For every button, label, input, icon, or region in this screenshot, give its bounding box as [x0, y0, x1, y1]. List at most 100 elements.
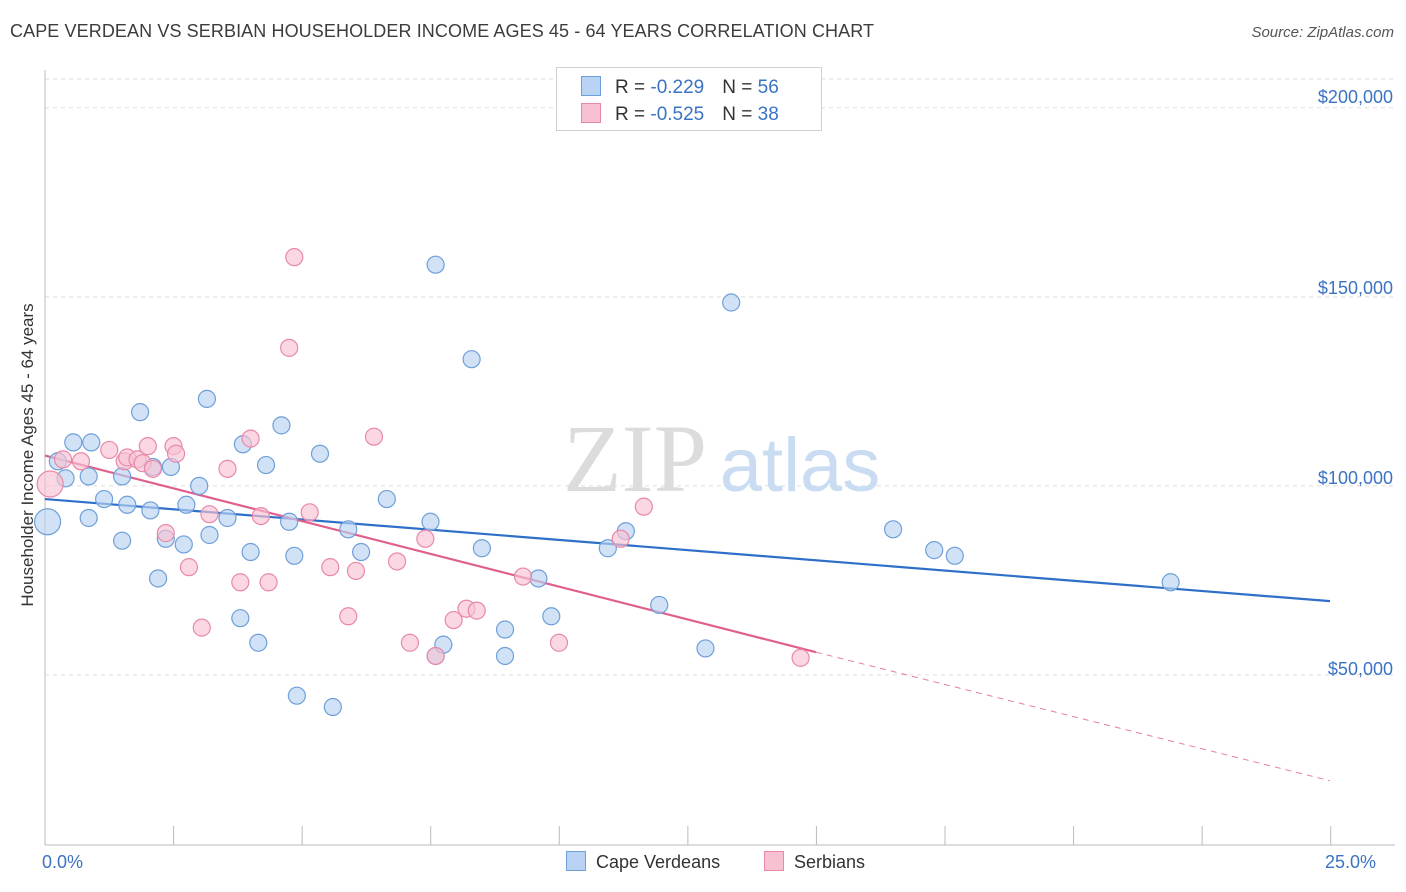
cape-verdeans-point	[352, 542, 371, 562]
serbians-point	[143, 459, 163, 478]
cape-verdeans-point	[218, 508, 237, 528]
cape-verdeans-point	[141, 501, 160, 520]
r-value: -0.525	[650, 104, 705, 125]
chart-title: CAPE VERDEAN VS SERBIAN HOUSEHOLDER INCO…	[10, 21, 875, 41]
cape-verdeans-point	[197, 389, 217, 409]
serbians-point	[400, 633, 420, 652]
cape-verdeans-point	[310, 444, 330, 463]
stats-legend: R = -0.229 N = 56 R = -0.525 N = 38	[556, 67, 822, 131]
n-label: N =	[722, 77, 758, 98]
n-label: N =	[722, 104, 758, 125]
cape-verdeans-point	[64, 433, 83, 452]
serbians-point	[611, 529, 630, 548]
serbians-point	[346, 561, 366, 581]
cape-verdeans-point	[280, 512, 299, 531]
serbians-swatch	[764, 851, 784, 871]
serbians-point	[339, 607, 358, 626]
cape-verdeans-point	[462, 350, 481, 369]
legend-row-serbians: R = -0.525 N = 38	[581, 103, 779, 127]
cape-verdeans-point	[112, 467, 132, 486]
serbians-point	[166, 444, 186, 463]
cape-verdeans-point	[241, 542, 260, 562]
cape-verdeans-point	[130, 403, 150, 422]
x-tick-label-max: 25.0%	[1325, 852, 1377, 872]
n-value: 38	[757, 104, 779, 125]
cape-verdeans-point	[177, 495, 196, 514]
cape-verdeans-point	[529, 569, 548, 588]
n-value: 56	[757, 77, 779, 98]
cape-verdeans-point	[883, 520, 903, 539]
cape-verdeans-point	[377, 489, 396, 509]
serbians-point	[53, 450, 73, 469]
y-tick-label: $100,000	[1317, 468, 1393, 488]
cape-verdeans-point	[945, 546, 964, 565]
serbians-point	[156, 524, 175, 543]
serbians-point	[444, 610, 463, 630]
cape-verdeans-point	[231, 609, 250, 628]
cape-verdeans-point	[82, 433, 101, 452]
watermark-atlas: atlas	[720, 423, 881, 508]
cape-verdeans-swatch	[581, 76, 601, 96]
cape-verdeans-point	[118, 495, 137, 514]
serbians-point	[416, 529, 435, 548]
serbians-point	[791, 648, 810, 667]
axes	[44, 70, 1395, 846]
cape-verdeans-point	[249, 633, 268, 652]
cape-verdeans-point	[174, 535, 193, 554]
cape-verdeans-point	[190, 476, 209, 495]
serbians-trend-line	[44, 454, 817, 654]
serbians-point	[200, 505, 219, 524]
legend-label: Cape Verdeans	[596, 852, 721, 872]
cape-verdeans-point	[650, 595, 669, 615]
cape-verdeans-point	[696, 639, 715, 658]
cape-verdeans-point	[421, 512, 440, 531]
serbians-point	[321, 558, 340, 577]
serbians-point	[285, 248, 304, 267]
serbians-point	[549, 633, 569, 652]
cape-verdeans-point	[542, 607, 561, 626]
x-tick-label-min: 0.0%	[42, 852, 84, 872]
serbians-point	[218, 459, 237, 478]
cape-verdeans-point	[272, 416, 291, 435]
serbians-point	[467, 601, 486, 620]
serbians-point	[36, 470, 64, 498]
legend-row-cape-verdeans: R = -0.229 N = 56	[581, 76, 779, 100]
cape-verdeans-point	[722, 293, 741, 312]
cape-verdeans-point	[323, 697, 342, 717]
legend-item-serbians[interactable]: Serbians	[764, 851, 865, 873]
serbians-point	[179, 558, 199, 577]
cape-verdeans-point	[33, 508, 62, 536]
cape-verdeans-point	[1161, 573, 1180, 592]
serbians-point	[241, 429, 260, 448]
serbians-swatch	[581, 103, 601, 123]
cape-verdeans-point	[79, 467, 98, 486]
cape-verdeans-point	[256, 455, 276, 475]
serbians-point	[300, 503, 319, 522]
serbians-point	[426, 646, 445, 666]
legend-item-cape-verdeans[interactable]: Cape Verdeans	[566, 851, 720, 873]
cape-verdeans-point	[287, 686, 306, 705]
r-label: R =	[615, 104, 651, 125]
y-axis-label: Householder Income Ages 45 - 64 years	[18, 303, 37, 607]
cape-verdeans-point	[148, 569, 168, 588]
serbians-point	[387, 552, 407, 571]
cape-verdeans-point	[200, 525, 219, 545]
r-label: R =	[615, 77, 651, 98]
cape-verdeans-point	[426, 255, 445, 274]
source-label: Source: ZipAtlas.com	[1251, 24, 1394, 41]
cape-verdeans-point	[598, 539, 617, 558]
cape-verdeans-point	[79, 508, 98, 528]
cape-verdeans-point	[495, 620, 515, 639]
serbians-point	[231, 573, 250, 592]
cape-verdeans-point	[472, 539, 491, 558]
y-tick-label: $200,000	[1317, 87, 1393, 107]
serbians-point	[513, 567, 533, 586]
cape-verdeans-swatch	[566, 851, 586, 871]
series-legend: Cape Verdeans Serbians	[0, 851, 1406, 877]
watermark-zip: ZIP	[563, 405, 707, 512]
cape-verdeans-point	[925, 541, 944, 560]
serbians-point	[192, 618, 211, 637]
serbians-point	[259, 573, 278, 592]
serbians-point	[71, 452, 91, 471]
data-points	[33, 248, 1180, 717]
